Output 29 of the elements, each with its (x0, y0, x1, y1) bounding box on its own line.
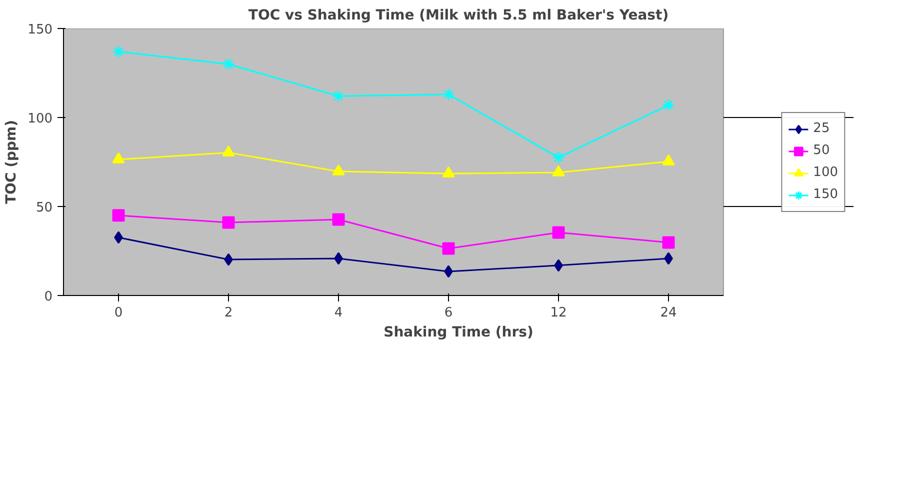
x-tick-label: 2 (224, 306, 233, 320)
point (222, 216, 235, 229)
point (662, 98, 675, 112)
legend-label: 25 (813, 121, 831, 136)
y-tick-label: 150 (28, 22, 53, 38)
legend-label: 150 (813, 187, 838, 202)
point (332, 90, 345, 102)
point (112, 209, 125, 222)
y-axis-title: TOC (ppm) (4, 120, 20, 204)
x-tick-label: 0 (114, 306, 123, 320)
x-tick-label: 6 (444, 306, 453, 320)
point (222, 58, 235, 70)
x-tick-label: 24 (660, 306, 677, 320)
x-axis-title: Shaking Time (hrs) (384, 324, 534, 340)
y-tick-label: 50 (36, 200, 53, 216)
point (552, 226, 565, 239)
legend-label: 50 (813, 143, 831, 158)
x-tick-label: 4 (334, 306, 343, 320)
point (442, 88, 455, 101)
point (332, 213, 345, 226)
point (112, 45, 125, 58)
x-tick-label: 12 (550, 306, 567, 320)
point (442, 242, 455, 255)
point (552, 151, 565, 164)
chart-title: TOC vs Shaking Time (Milk with 5.5 ml Baker's Yeast) (248, 8, 669, 24)
legend-label: 100 (813, 165, 838, 180)
y-tick-label: 0 (44, 290, 53, 304)
point (662, 236, 675, 249)
y-tick-label: 100 (28, 112, 53, 126)
